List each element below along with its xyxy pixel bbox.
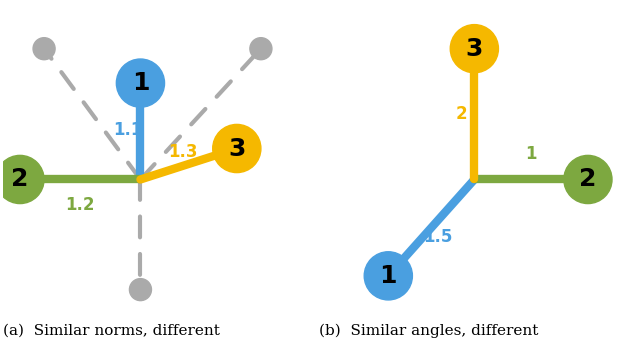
Circle shape (116, 59, 164, 107)
Text: 1.2: 1.2 (66, 195, 95, 214)
Circle shape (0, 155, 44, 204)
Circle shape (213, 124, 261, 173)
Text: 2: 2 (456, 105, 468, 123)
Text: (b)  Similar angles, different
norms: (b) Similar angles, different norms (319, 323, 539, 340)
Circle shape (250, 38, 272, 60)
Text: 3: 3 (228, 136, 245, 160)
Text: 1: 1 (131, 71, 149, 95)
Text: 1.1: 1.1 (113, 121, 142, 139)
Circle shape (130, 278, 152, 301)
Text: 1: 1 (525, 146, 537, 163)
Text: 1.5: 1.5 (423, 228, 453, 246)
Circle shape (364, 252, 413, 300)
Text: 2: 2 (11, 168, 28, 191)
Text: 3: 3 (466, 37, 483, 61)
Text: 1.3: 1.3 (168, 143, 198, 161)
Text: 1: 1 (380, 264, 397, 288)
Circle shape (450, 24, 499, 73)
Circle shape (33, 38, 55, 60)
Text: (a)  Similar norms, different
angles: (a) Similar norms, different angles (3, 323, 220, 340)
Circle shape (564, 155, 612, 204)
Text: 2: 2 (580, 168, 597, 191)
